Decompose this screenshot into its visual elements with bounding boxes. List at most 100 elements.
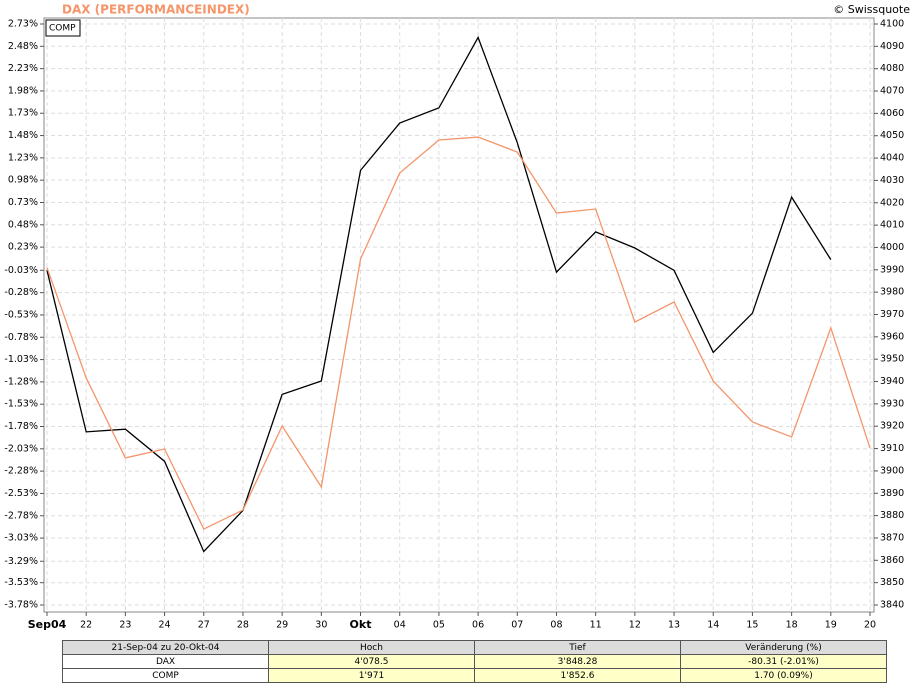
- y-tick-label: -1.53%: [4, 399, 38, 410]
- legend-label: COMP: [49, 24, 76, 34]
- y-tick-label: -2.28%: [4, 466, 38, 477]
- summary-table: 21-Sep-04 zu 20-Okt-04 Hoch Tief Veränderun…: [62, 640, 887, 683]
- x-tick-label: 04: [394, 620, 406, 631]
- y-tick-label: -0.53%: [4, 309, 38, 320]
- y2-tick-label: 3930: [880, 398, 904, 409]
- table-cell: 1'971: [268, 668, 475, 683]
- table-cell: 1'852.6: [474, 668, 681, 683]
- x-tick-label: 08: [550, 620, 562, 631]
- y-tick-label: 1.48%: [8, 130, 38, 141]
- x-tick-label: 12: [629, 620, 641, 631]
- table-cell: 1.70 (0.09%): [680, 668, 887, 683]
- y-tick-label: -2.03%: [4, 443, 38, 454]
- y-tick-label: 1.23%: [8, 152, 38, 163]
- y-tick-label: 0.48%: [8, 219, 38, 230]
- y2-tick-label: 4000: [880, 242, 904, 253]
- y-tick-label: -2.78%: [4, 510, 38, 521]
- y-tick-label: -3.03%: [4, 533, 38, 544]
- y2-tick-label: 4060: [880, 108, 904, 119]
- table-cell: 4'078.5: [268, 654, 475, 669]
- y-tick-label: 0.73%: [8, 197, 38, 208]
- table-header: 21-Sep-04 zu 20-Okt-04 Hoch Tief Veränderun…: [62, 640, 887, 655]
- x-tick-label: 22: [80, 620, 92, 631]
- x-tick-label: 11: [590, 620, 602, 631]
- y-tick-label: 0.23%: [8, 242, 38, 253]
- table-row: COMP 1'971 1'852.6 1.70 (0.09%): [62, 668, 887, 683]
- y2-tick-label: 4040: [880, 153, 904, 164]
- x-tick-label: 15: [746, 620, 758, 631]
- y2-tick-label: 3880: [880, 510, 904, 521]
- y2-tick-label: 3970: [880, 309, 904, 320]
- table-cell: DAX: [62, 654, 269, 669]
- y2-tick-label: 3910: [880, 443, 904, 454]
- y2-tick-label: 4020: [880, 197, 904, 208]
- x-tick-label: Okt: [350, 618, 372, 631]
- x-tick-label: Sep04: [28, 618, 67, 631]
- y2-tick-label: 3850: [880, 577, 904, 588]
- legend-box: [45, 19, 81, 37]
- table-cell: 21-Sep-04 zu 20-Okt-04: [62, 640, 269, 655]
- x-tick-label: 27: [198, 620, 210, 631]
- chart: DAX (PERFORMANCEINDEX) © Swissquote Sep0…: [4, 3, 910, 632]
- x-tick-label: 23: [119, 620, 131, 631]
- y-tick-label: 2.48%: [8, 41, 38, 52]
- y2-tick-label: 3940: [880, 376, 904, 387]
- table-cell: Hoch: [268, 640, 475, 655]
- x-tick-label: 14: [707, 620, 719, 631]
- y2-tick-label: 3870: [880, 532, 904, 543]
- y-tick-label: -1.78%: [4, 421, 38, 432]
- y-tick-label: 0.98%: [8, 175, 38, 186]
- y2-tick-label: 3900: [880, 465, 904, 476]
- x-tick-label: 28: [237, 620, 249, 631]
- y2-tick-label: 4090: [880, 41, 904, 52]
- y-tick-label: 1.73%: [8, 108, 38, 119]
- y-tick-label: 2.23%: [8, 63, 38, 74]
- y-tick-label: -1.03%: [4, 354, 38, 365]
- x-tick-label: 30: [315, 620, 327, 631]
- x-tick-label: 05: [433, 620, 445, 631]
- y-tick-label: -3.78%: [4, 600, 38, 611]
- y2-tick-label: 3890: [880, 488, 904, 499]
- y-tick-label: -1.28%: [4, 376, 38, 387]
- y2-tick-label: 3840: [880, 600, 904, 611]
- table-cell: 3'848.28: [474, 654, 681, 669]
- table-cell: -80.31 (-2.01%): [680, 654, 887, 669]
- y2-tick-label: 4080: [880, 63, 904, 74]
- y2-tick-label: 4050: [880, 130, 904, 141]
- y2-tick-label: 3920: [880, 421, 904, 432]
- y2-tick-label: 3860: [880, 555, 904, 566]
- x-tick-label: 24: [159, 620, 171, 631]
- table-row: DAX 4'078.5 3'848.28 -80.31 (-2.01%): [62, 654, 887, 669]
- y-tick-label: -0.28%: [4, 287, 38, 298]
- y-tick-label: -3.53%: [4, 577, 38, 588]
- table-cell: COMP: [62, 668, 269, 683]
- y2-tick-label: 4030: [880, 175, 904, 186]
- y-tick-label: -2.53%: [4, 488, 38, 499]
- x-tick-label: 29: [276, 620, 288, 631]
- table-cell: Tief: [474, 640, 681, 655]
- y-tick-label: 2.73%: [8, 19, 38, 30]
- y2-tick-label: 3990: [880, 264, 904, 275]
- y-tick-label: -0.78%: [4, 332, 38, 343]
- x-tick-label: 06: [472, 620, 484, 631]
- y2-tick-label: 3980: [880, 287, 904, 298]
- y2-tick-label: 4100: [880, 19, 904, 30]
- source: © Swissquote: [833, 3, 910, 16]
- y-tick-label: -0.03%: [4, 265, 38, 276]
- x-tick-label: 13: [668, 620, 680, 631]
- series-line: [46, 136, 871, 530]
- y2-tick-label: 4010: [880, 220, 904, 231]
- y2-tick-label: 3960: [880, 331, 904, 342]
- y2-tick-label: 3950: [880, 354, 904, 365]
- series-line: [46, 35, 832, 553]
- y-tick-label: -3.29%: [4, 556, 38, 567]
- x-tick-label: 20: [864, 620, 876, 631]
- x-tick-label: 18: [786, 620, 798, 631]
- chart-title: DAX (PERFORMANCEINDEX): [62, 3, 250, 17]
- table-cell: Veränderung (%): [680, 640, 887, 655]
- y2-tick-label: 4070: [880, 86, 904, 97]
- x-tick-label: 07: [511, 620, 523, 631]
- y-tick-label: 1.98%: [8, 85, 38, 96]
- x-tick-label: 19: [825, 620, 837, 631]
